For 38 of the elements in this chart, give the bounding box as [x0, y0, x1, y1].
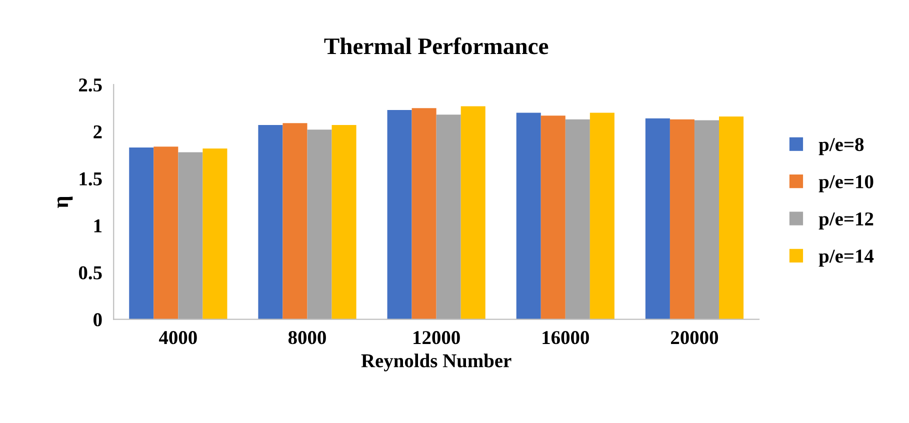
y-tick-label: 1 [94, 219, 102, 232]
x-tick-label: 12000 [414, 331, 460, 344]
bar [387, 110, 412, 320]
bar [282, 123, 308, 320]
x-tick-label: 4000 [158, 331, 197, 344]
bar [258, 124, 283, 320]
bar [565, 119, 590, 320]
bar [670, 119, 694, 320]
chart-title: Thermal Performance [324, 37, 548, 54]
x-tick-label: 8000 [288, 331, 326, 344]
bar [129, 148, 154, 320]
bar [516, 112, 541, 320]
bar [645, 118, 670, 320]
legend-label: p/e=12 [818, 212, 874, 230]
x-axis-title: Reynolds Number [361, 354, 512, 372]
bar [719, 116, 744, 320]
legend-label: p/e=10 [818, 175, 874, 192]
bar [460, 106, 486, 320]
y-tick-label: 0.5 [78, 266, 102, 280]
y-tick-label: 2.5 [79, 78, 102, 92]
bar [202, 148, 228, 320]
bar [436, 114, 461, 320]
bar [332, 124, 356, 320]
bar [412, 108, 436, 320]
legend-label: p/e=14 [818, 250, 874, 267]
bar [307, 130, 332, 320]
bar [694, 120, 719, 320]
y-axis-title: η [57, 196, 73, 208]
y-tick-label: 2 [94, 125, 102, 138]
x-tick-label: 20000 [670, 331, 718, 344]
bar [590, 112, 614, 320]
legend-label: p/e=8 [818, 138, 864, 156]
bar [154, 146, 178, 320]
bar [540, 116, 566, 320]
y-tick-label: 0 [94, 313, 102, 326]
x-tick-label: 16000 [542, 331, 589, 344]
bar [178, 152, 203, 320]
y-tick-label: 1.5 [80, 172, 102, 186]
